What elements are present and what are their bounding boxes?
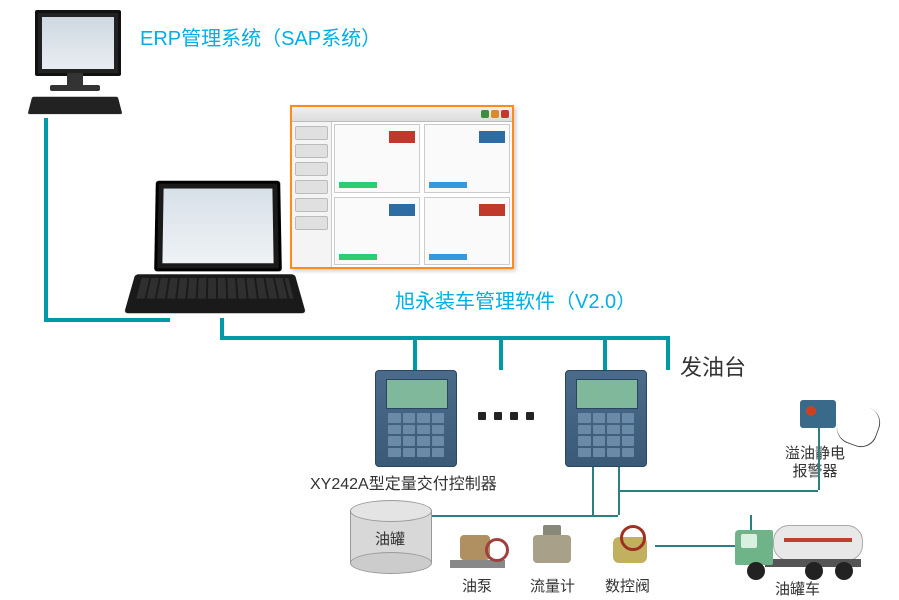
alarm-cable-icon [832, 399, 885, 452]
loading-software-title: 旭永装车管理软件（V2.0） [395, 285, 636, 314]
connector-thick [603, 336, 607, 370]
oil-pump-icon [450, 530, 505, 570]
valve-label: 数控阀 [605, 575, 650, 596]
controller-caption: XY242A型定量交付控制器 [310, 470, 497, 494]
controller-device-1-icon [375, 370, 457, 467]
window-panel [334, 124, 420, 193]
connector-thick [666, 336, 670, 370]
alarm-caption-line2: 报警器 [793, 463, 838, 480]
overflow-alarm-icon [800, 400, 836, 428]
software-window [290, 105, 514, 269]
connector-thin [618, 490, 818, 492]
station-title: 发油台 [680, 350, 746, 382]
connector-thin [818, 428, 820, 490]
window-panel [424, 197, 510, 266]
tanker-truck-icon [735, 515, 865, 580]
alarm-caption: 溢油静电 报警器 [785, 445, 845, 481]
erp-title: ERP管理系统（SAP系统） [140, 22, 381, 51]
connector-thick [499, 336, 503, 370]
connector-thick [220, 318, 224, 336]
controller-device-2-icon [565, 370, 647, 467]
window-panel [334, 197, 420, 266]
connector-thick [413, 336, 417, 370]
connector-thin [592, 465, 594, 515]
alarm-caption-line1: 溢油静电 [785, 445, 845, 462]
connector-thick [44, 318, 170, 322]
tank-internal-label: 油罐 [350, 528, 430, 549]
flowmeter-label: 流量计 [530, 575, 575, 596]
window-panel [424, 124, 510, 193]
flowmeter-icon [525, 525, 580, 570]
oil-tank-icon: 油罐 [350, 500, 430, 570]
window-titlebar [292, 107, 512, 122]
nc-valve-icon [605, 525, 655, 570]
window-sidebar [292, 122, 332, 267]
pump-label: 油泵 [462, 575, 492, 596]
tanker-label: 油罐车 [775, 578, 820, 599]
connector-thick [44, 118, 48, 318]
ellipsis-dots-icon [478, 412, 534, 420]
laptop-icon [130, 180, 310, 330]
desktop-computer-icon [20, 10, 130, 120]
